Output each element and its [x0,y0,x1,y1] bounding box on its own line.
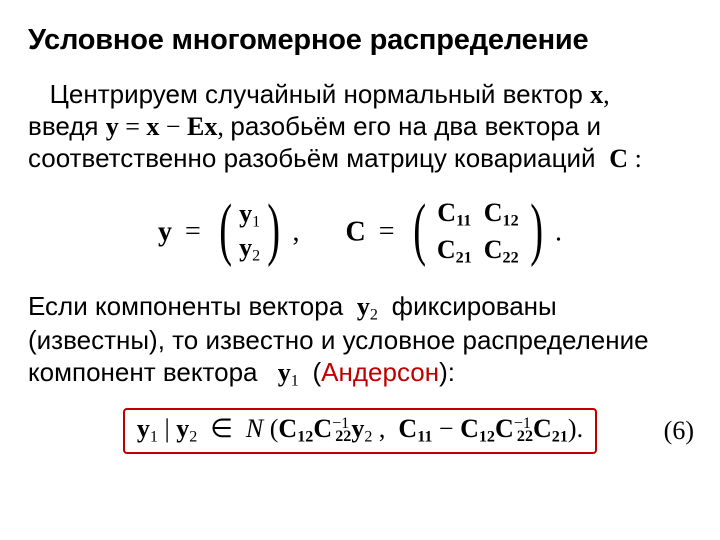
sym-x: x, [590,80,610,109]
sym-C-left: C [346,216,366,247]
in-symbol: ∈ [210,414,233,443]
equation-6-box: y1 | y2 ∈ N (C12C−122y2 , C11 − C12C−122… [123,408,597,455]
equation-number-6: (6) [664,416,694,446]
comma-1: , [293,216,300,247]
rparen-icon: ) [267,209,280,251]
lparen-icon: ( [219,209,232,251]
lparen-icon: ( [413,209,426,251]
vector-y: ( y1 y2 ) [214,198,286,266]
period-1: . [555,216,562,247]
rparen-icon: ) [530,209,543,251]
slide: Условное многомерное распределение Центр… [0,0,720,540]
sym-y2: y2 [350,292,384,321]
paragraph-2: Если компоненты вектора y2 фиксированы (… [28,291,692,391]
p1-text-b: введя [28,111,106,141]
slide-title: Условное многомерное распределение [28,24,692,57]
sym-y-left: y [158,216,172,247]
equation-6-row: y1 | y2 ∈ N (C12C−122y2 , C11 − C12C−122… [28,403,692,459]
eq-sign-2: = [373,216,401,247]
sym-N: N [246,414,263,443]
eq-y-def: y = x − Ex, [106,112,231,141]
sym-C-colon: C : [603,144,642,173]
paragraph-1: Центрируем случайный нормальный вектор x… [28,79,692,174]
equation-block-1: y = ( y1 y2 ) , C = ( C11 C21 [28,195,692,270]
anderson-ref: Андерсон [321,357,439,387]
p1-text-a: Центрируем случайный нормальный вектор [50,79,590,109]
eq-sign-1: = [179,216,207,247]
sym-y1: y1 [265,358,306,387]
matrix-C: ( C11 C21 C12 C22 ) [408,195,548,270]
p2-text-a: Если компоненты вектора [28,291,350,321]
